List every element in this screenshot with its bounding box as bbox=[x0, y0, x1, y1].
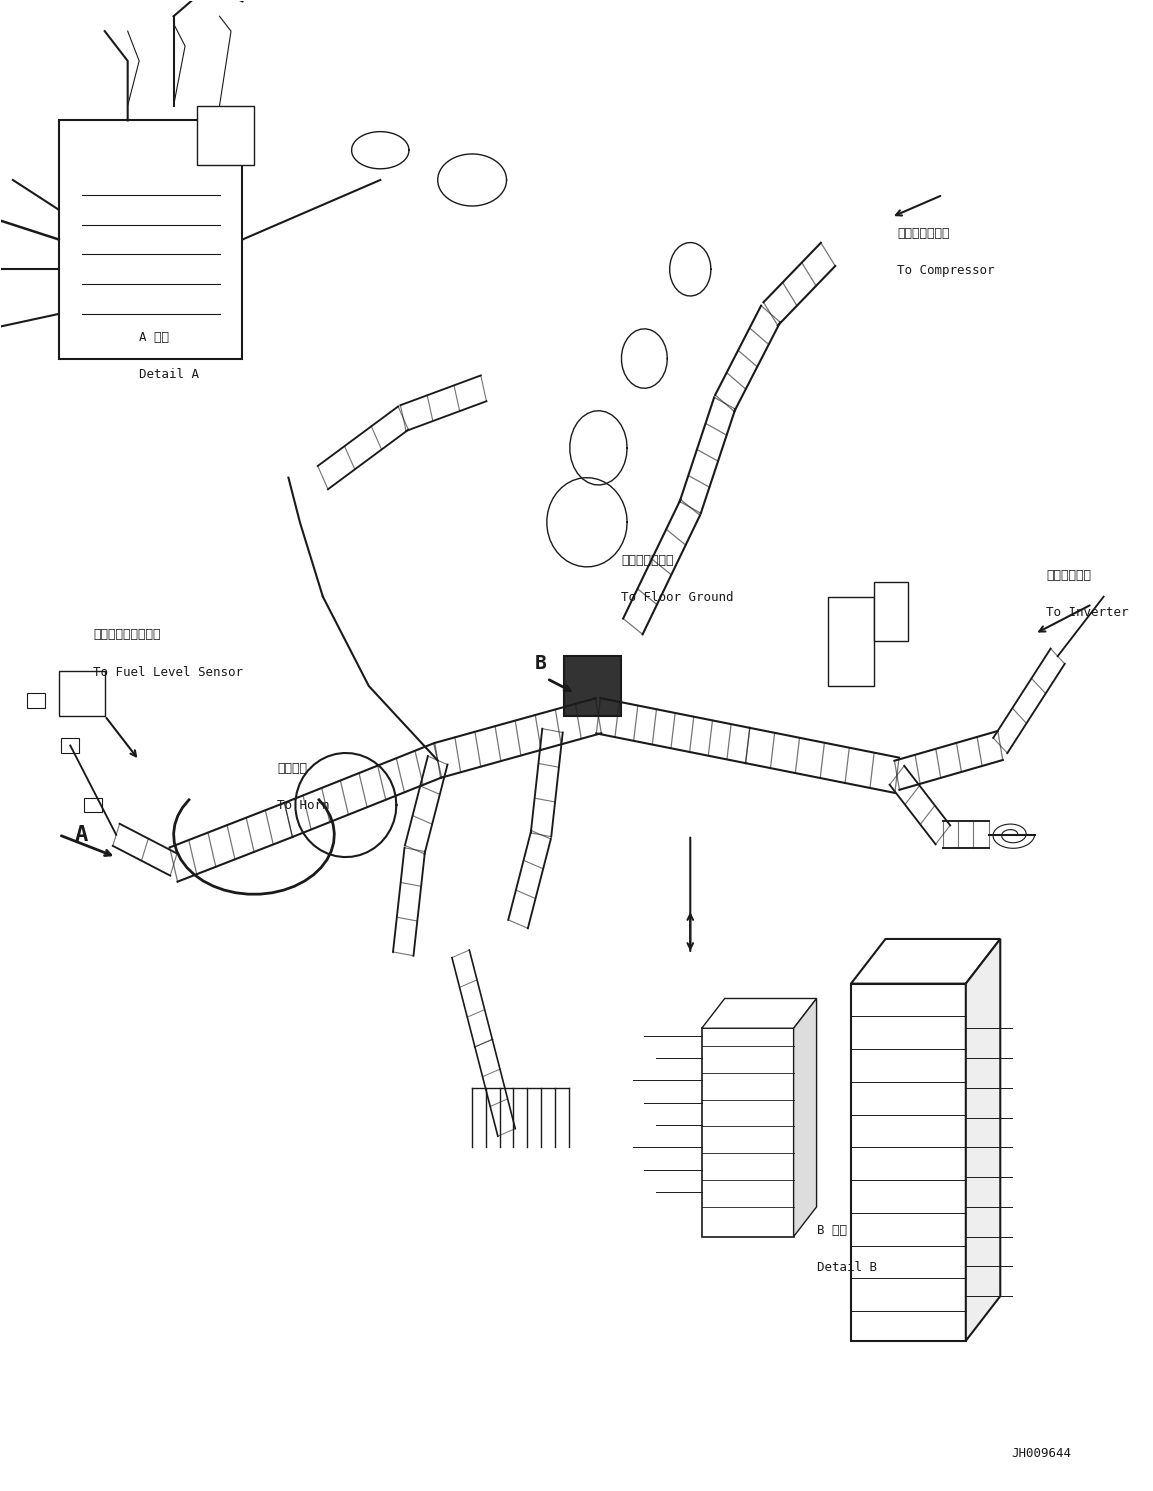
Polygon shape bbox=[702, 999, 816, 1029]
Bar bbox=[828, 596, 874, 686]
Text: A 詳細: A 詳細 bbox=[140, 331, 169, 344]
Bar bbox=[874, 581, 909, 641]
Text: To Inverter: To Inverter bbox=[1046, 605, 1129, 619]
Bar bbox=[196, 106, 254, 166]
Text: B 詳細: B 詳細 bbox=[816, 1224, 846, 1236]
Bar bbox=[61, 738, 80, 753]
Bar bbox=[59, 121, 242, 358]
Text: ホーンへ: ホーンへ bbox=[277, 762, 307, 775]
Text: JH009644: JH009644 bbox=[1011, 1446, 1072, 1460]
Bar bbox=[59, 671, 105, 716]
Text: インバータへ: インバータへ bbox=[1046, 568, 1091, 581]
Text: A: A bbox=[75, 825, 89, 845]
Text: コンプレッサへ: コンプレッサへ bbox=[897, 227, 949, 240]
Text: 燃料レベルセンサへ: 燃料レベルセンサへ bbox=[93, 628, 160, 641]
Bar bbox=[564, 656, 621, 716]
Polygon shape bbox=[966, 939, 1001, 1340]
Bar bbox=[851, 984, 966, 1340]
Polygon shape bbox=[793, 999, 816, 1236]
Bar bbox=[84, 798, 103, 813]
Text: To Compressor: To Compressor bbox=[897, 264, 994, 277]
Text: Detail B: Detail B bbox=[816, 1261, 876, 1273]
Text: To Fuel Level Sensor: To Fuel Level Sensor bbox=[93, 665, 243, 678]
Text: B: B bbox=[535, 655, 547, 672]
Text: To Horn: To Horn bbox=[277, 799, 330, 813]
Bar bbox=[27, 693, 45, 708]
Text: フロアアースへ: フロアアースへ bbox=[621, 555, 673, 567]
Text: Detail A: Detail A bbox=[140, 368, 199, 380]
Polygon shape bbox=[851, 939, 1001, 984]
Text: To Floor Ground: To Floor Ground bbox=[621, 590, 734, 604]
Bar bbox=[702, 1029, 793, 1236]
